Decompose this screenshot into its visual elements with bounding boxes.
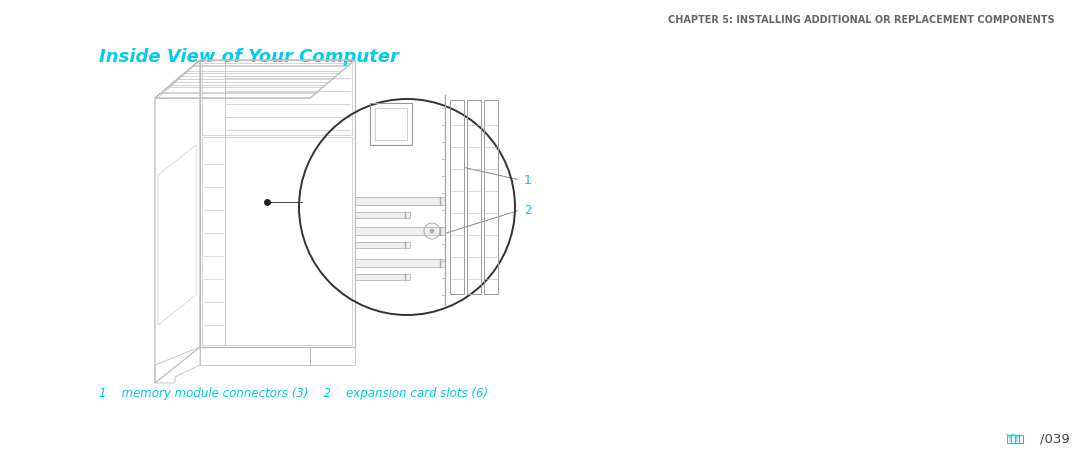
Circle shape <box>430 229 434 233</box>
Polygon shape <box>355 227 445 235</box>
Polygon shape <box>355 197 445 205</box>
Polygon shape <box>355 242 410 248</box>
Text: 2: 2 <box>524 203 531 217</box>
Text: Inside View of Your Computer: Inside View of Your Computer <box>99 48 400 66</box>
Polygon shape <box>355 212 410 218</box>
Text: CHAPTER 5: INSTALLING ADDITIONAL OR REPLACEMENT COMPONENTS: CHAPTER 5: INSTALLING ADDITIONAL OR REPL… <box>669 15 1055 25</box>
Polygon shape <box>355 274 410 280</box>
Polygon shape <box>355 259 445 267</box>
Text: ΎΎ: ΎΎ <box>1004 434 1020 444</box>
Text: 1: 1 <box>524 173 531 187</box>
Text: /039: /039 <box>1040 433 1070 445</box>
Text: 1    memory module connectors (3)    2    expansion card slots (6): 1 memory module connectors (3) 2 expansi… <box>99 387 488 400</box>
